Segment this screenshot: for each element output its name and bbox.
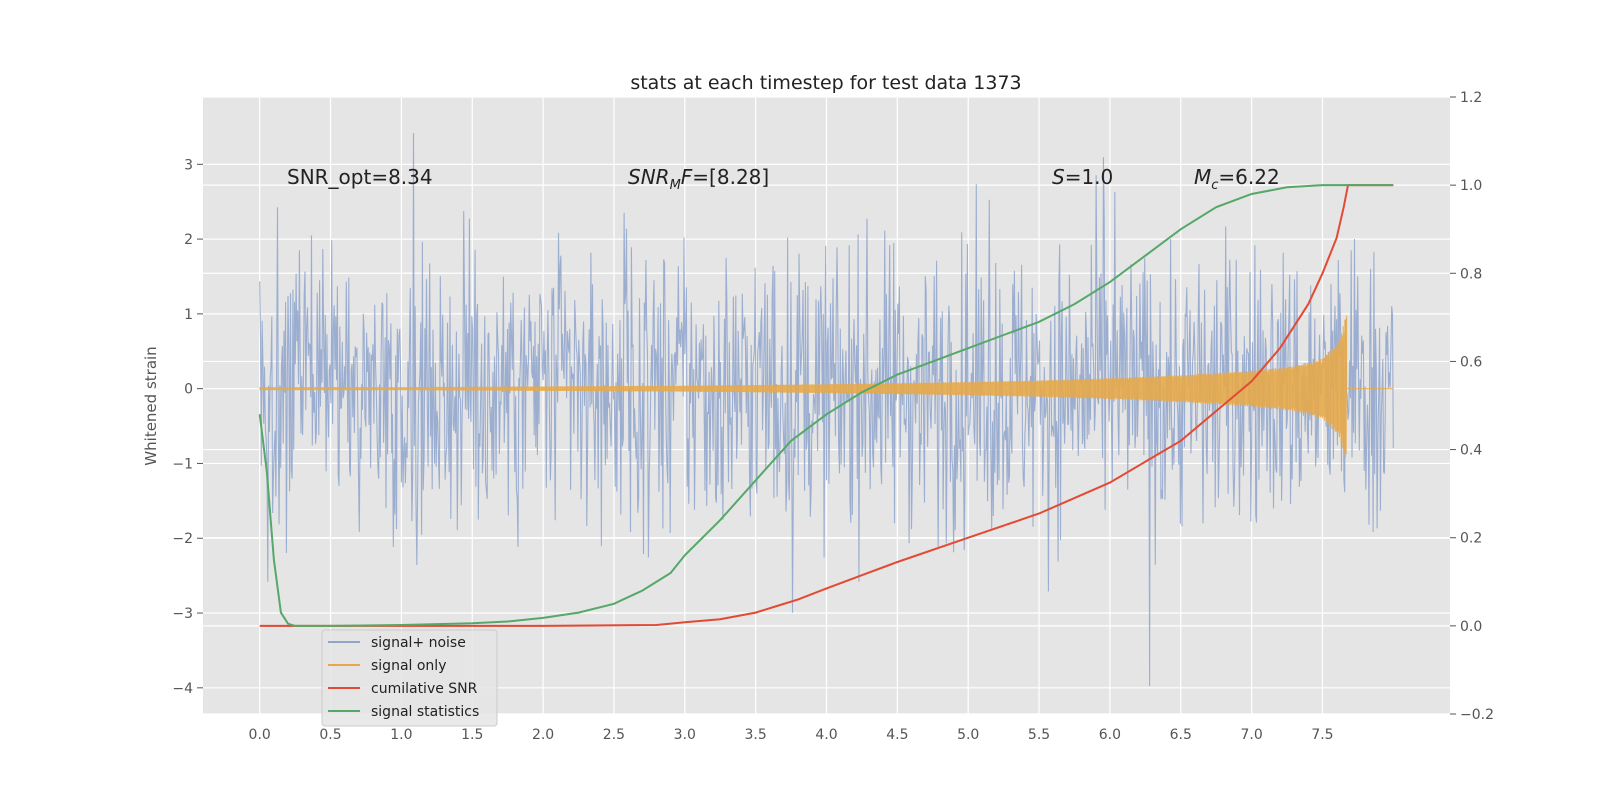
x-tick-label: 5.5: [1028, 727, 1050, 743]
x-tick-label: 4.0: [815, 727, 837, 743]
x-tick-label: 5.0: [957, 727, 979, 743]
x-tick-label: 3.5: [745, 727, 767, 743]
y2-tick-label: 0.2: [1460, 531, 1482, 547]
series-signal-noise: [259, 132, 1394, 687]
y-tick-label: −1: [172, 456, 193, 472]
legend-box: [321, 629, 498, 727]
y-tick-label: 2: [184, 232, 193, 248]
y2-tick-label: 0.4: [1460, 443, 1482, 459]
y2-tick-label: 0.8: [1460, 266, 1482, 282]
y2-tick-label: −0.2: [1460, 707, 1494, 723]
x-tick-label: 2.0: [532, 727, 554, 743]
x-tick-label: 4.5: [886, 727, 908, 743]
y2-tick-label: 0.0: [1460, 619, 1482, 635]
annotation-snr-mf: SNRMF=[8.28]: [628, 165, 769, 193]
x-tick-label: 7.5: [1311, 727, 1333, 743]
chart-title: stats at each timestep for test data 137…: [630, 72, 1021, 94]
ticks: 0.0 0.5 1.0 1.5 2.0 2.5 3.0 3.5 4.0 4.5 5.0 5.5 6.0 6…: [172, 90, 1494, 743]
y-tick-label: 0: [184, 382, 193, 398]
annotation-mc: Mc=6.22: [1194, 165, 1280, 193]
y-tick-label: −4: [172, 681, 193, 697]
y2-tick-label: 1.2: [1460, 90, 1482, 106]
legend: signal+ noise signal only cumilative SNR…: [321, 629, 498, 727]
y2-tick-label: 0.6: [1460, 354, 1482, 370]
series-line-cumulative-snr: [259, 184, 1394, 627]
x-tick-label: 6.0: [1099, 727, 1121, 743]
series-line-signal-noise: [259, 132, 1394, 687]
y-tick-label: 3: [184, 157, 193, 173]
x-tick-label: 1.0: [390, 727, 412, 743]
series-line-signal-only: [259, 315, 1394, 458]
legend-label-signal-noise: signal+ noise: [371, 635, 466, 651]
x-tick-label: 0.5: [319, 727, 341, 743]
x-tick-label: 0.0: [249, 727, 271, 743]
x-tick-label: 1.5: [461, 727, 483, 743]
y-tick-label: 1: [184, 307, 193, 323]
y2-tick-label: 1.0: [1460, 178, 1482, 194]
line-series: [258, 184, 1394, 627]
x-tick-label: 7.0: [1240, 727, 1262, 743]
series-line-signal-statistics: [258, 184, 1394, 627]
x-tick-label: 3.0: [674, 727, 696, 743]
series-signal-only: [259, 315, 1394, 458]
y-tick-label: −3: [172, 606, 193, 622]
annotation-snr-opt: SNR_opt=8.34: [287, 165, 433, 189]
legend-label-cumulative-snr: cumilative SNR: [371, 681, 478, 697]
x-tick-label: 6.5: [1170, 727, 1192, 743]
x-tick-label: 2.5: [603, 727, 625, 743]
y-axis-label: Whitened strain: [142, 346, 160, 465]
annotation-s: S=1.0: [1052, 165, 1113, 189]
legend-label-signal-statistics: signal statistics: [371, 704, 479, 720]
legend-label-signal-only: signal only: [371, 658, 446, 674]
y-tick-label: −2: [172, 531, 193, 547]
annotations: SNR_opt=8.34 SNRMF=[8.28] S=1.0 Mc=6.22: [287, 165, 1280, 193]
